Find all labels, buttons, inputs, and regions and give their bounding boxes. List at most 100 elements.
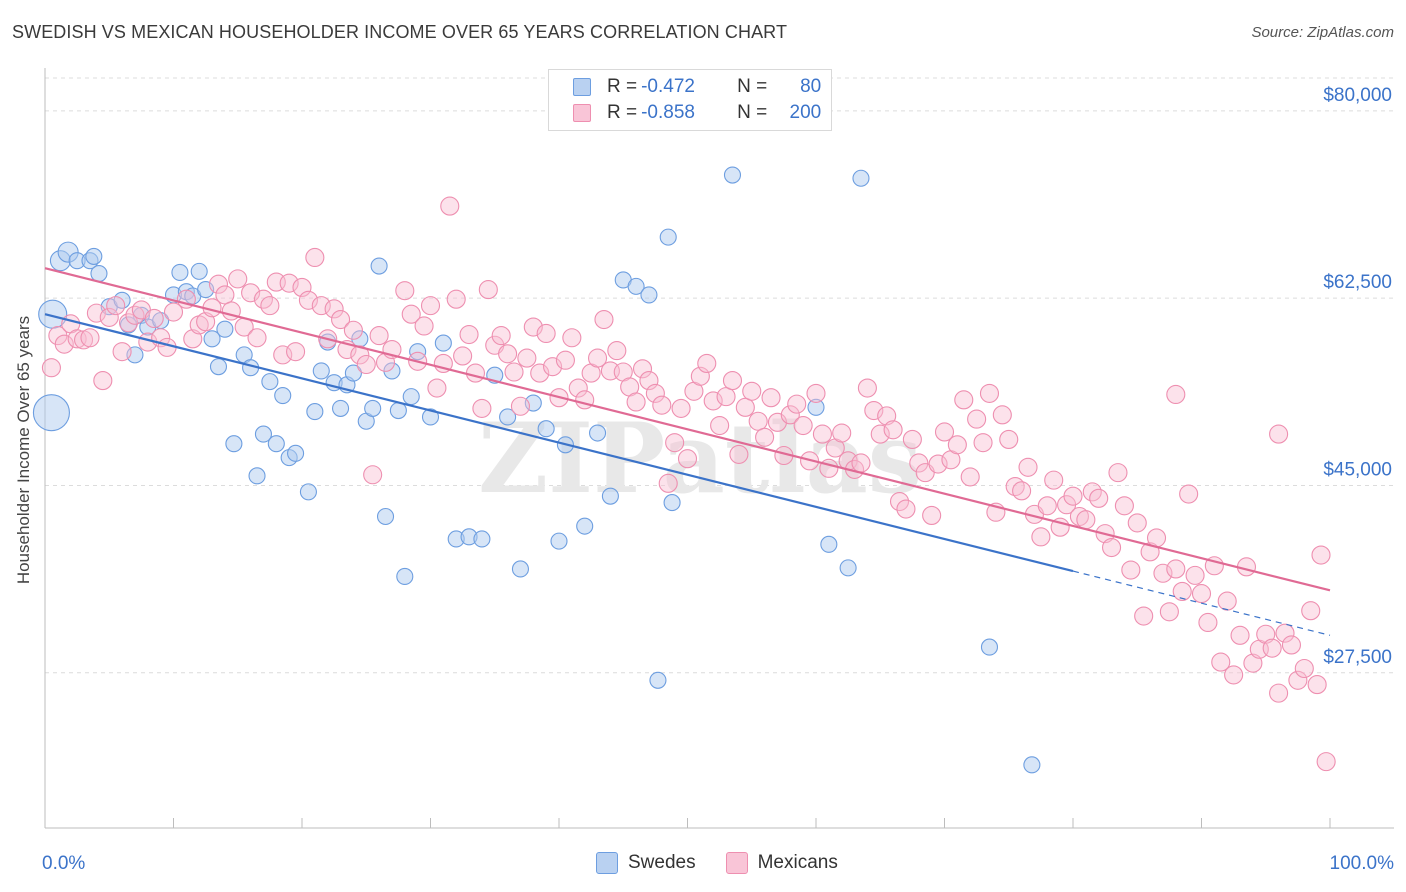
- mexicans-point: [562, 328, 582, 348]
- mexicans-point: [215, 285, 235, 305]
- swedes-point: [852, 169, 870, 187]
- swedes-point: [659, 228, 677, 246]
- mexicans-point: [1179, 484, 1199, 504]
- r-label: R =: [607, 102, 638, 123]
- mexicans-point: [41, 358, 61, 378]
- mexicans-point: [902, 429, 922, 449]
- swedes-point: [216, 320, 234, 338]
- mexicans-point: [247, 328, 267, 348]
- mexicans-point: [909, 453, 929, 473]
- swedes-swatch: [573, 78, 591, 96]
- swedes-point: [588, 424, 607, 442]
- mexicans-point: [1269, 683, 1289, 703]
- mexicans-point: [1311, 545, 1331, 565]
- swedes-point: [364, 399, 382, 417]
- mexicans-point: [928, 454, 948, 474]
- series-legend: Swedes Mexicans: [596, 852, 868, 874]
- mexicans-point: [1089, 488, 1109, 508]
- mexicans-point: [1243, 653, 1263, 673]
- swedes-point: [807, 398, 825, 416]
- mexicans-point: [947, 435, 967, 455]
- mexicans-point: [99, 307, 119, 327]
- mexicans-point: [1217, 591, 1237, 611]
- mexicans-point: [883, 420, 903, 440]
- mexicans-point: [93, 371, 113, 391]
- swedes-point: [171, 263, 189, 282]
- mexicans-point: [607, 341, 627, 361]
- watermark: ZIPatlas: [478, 402, 922, 515]
- swedes-point: [663, 494, 681, 512]
- swedes-point: [32, 394, 70, 432]
- mexicans-point: [716, 387, 736, 407]
- correlation-legend: R = -0.472 N = 80 R = -0.858 N = 200: [548, 69, 832, 131]
- mexicans-point: [934, 422, 955, 442]
- mexicans-point: [324, 299, 344, 319]
- trend-layer: [44, 267, 1331, 636]
- mexicans-point: [112, 342, 132, 362]
- n-label: N =: [737, 102, 768, 123]
- mexicans-point: [896, 499, 916, 519]
- mexicans-point: [1307, 675, 1327, 695]
- mexicans-point: [1316, 752, 1336, 772]
- swedes-point: [254, 425, 273, 443]
- swedes-point: [820, 535, 838, 553]
- mexicans-point: [453, 346, 473, 366]
- tick-labels: $27,500 $45,000 $62,500 $80,000 0.0% 100.0%: [42, 85, 1394, 874]
- mexicans-point: [999, 429, 1019, 449]
- legend-item-mexicans: Mexicans: [725, 852, 838, 874]
- mexicans-point: [1230, 625, 1250, 645]
- mexicans-point: [632, 359, 653, 379]
- mexicans-point: [1294, 658, 1314, 679]
- n-value: 200: [789, 102, 822, 123]
- mexicans-point: [742, 381, 762, 401]
- mexicans-point: [395, 281, 415, 301]
- swedes-point: [434, 334, 452, 352]
- swedes-point: [839, 559, 857, 577]
- y-tick-label: $62,500: [1323, 272, 1392, 293]
- swedes-trendline: [44, 313, 1074, 573]
- y-tick-label: $27,500: [1323, 647, 1392, 668]
- swedes-point: [396, 567, 414, 586]
- swedes-point: [402, 388, 420, 406]
- mexicans-point: [973, 433, 993, 453]
- source-label: Source: ZipAtlas.com: [1251, 24, 1394, 41]
- mexicans-legend-label: Mexicans: [757, 852, 838, 873]
- legend-row-mexicans: R = -0.858 N = 200: [573, 101, 821, 125]
- mexicans-point: [1018, 457, 1038, 477]
- mexicans-point: [118, 313, 139, 333]
- swedes-point: [274, 386, 292, 405]
- mexicans-point: [183, 329, 203, 349]
- mexicans-point: [363, 465, 383, 485]
- mexicans-point: [793, 415, 813, 436]
- mexicans-point: [1288, 670, 1308, 690]
- mexicans-point: [305, 247, 325, 268]
- mexicans-point: [645, 383, 665, 403]
- mexicans-point: [498, 344, 518, 364]
- swedes-point: [312, 362, 330, 380]
- mexicans-point: [286, 342, 306, 362]
- swedes-point: [344, 364, 362, 382]
- mexicans-point: [163, 302, 184, 322]
- mexicans-point: [665, 433, 685, 453]
- mexicans-point: [356, 354, 376, 375]
- mexicans-point: [812, 424, 832, 444]
- mexicans-point: [1076, 510, 1096, 530]
- mexicans-point: [1281, 635, 1301, 655]
- swedes-point: [376, 507, 395, 526]
- mexicans-point: [877, 406, 897, 426]
- mexicans-point: [350, 345, 370, 365]
- watermark-text: ZIPatlas: [478, 402, 922, 515]
- swedes-point: [85, 247, 103, 265]
- mexicans-point: [889, 491, 910, 512]
- mexicans-point: [311, 296, 331, 316]
- points-layer: [32, 166, 1336, 774]
- mexicans-point: [851, 453, 871, 473]
- swedes-trendline-extension: [1072, 570, 1331, 636]
- mexicans-point: [1172, 581, 1192, 601]
- mexicans-point: [1134, 606, 1154, 626]
- swedes-point: [209, 358, 228, 376]
- mexicans-point: [594, 309, 614, 330]
- legend-item-swedes: Swedes: [596, 852, 696, 874]
- mexicans-point: [626, 392, 646, 412]
- mexicans-point: [729, 444, 749, 464]
